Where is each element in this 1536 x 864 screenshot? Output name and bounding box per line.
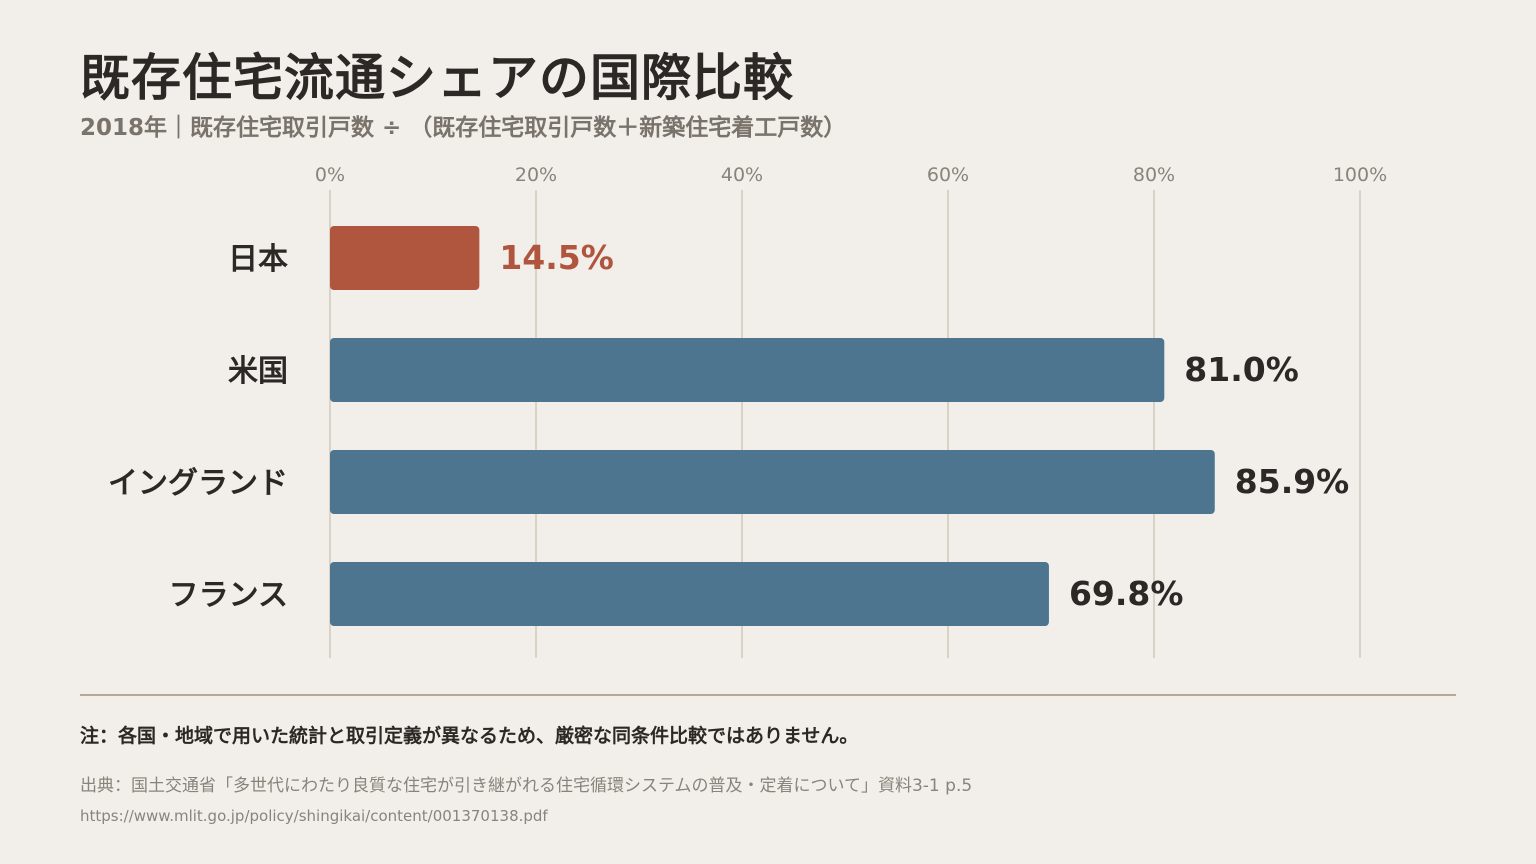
x-tick-label: 20%: [515, 164, 557, 186]
bar: [330, 226, 480, 290]
bar: [330, 562, 1049, 626]
category-label: 米国: [228, 354, 288, 389]
data-label: 14.5%: [499, 238, 613, 277]
bar: [330, 450, 1215, 514]
source-citation: 出典：国土交通省「多世代にわたり良質な住宅が引き継がれる住宅循環システムの普及・…: [80, 776, 973, 796]
bar-chart: 0% 20% 40% 60% 80% 100% 日本 14.5% 米国 81.0% イングランド 85…: [108, 164, 1387, 658]
source-url: https://www.mlit.go.jp/policy/shingikai/…: [80, 807, 548, 825]
footer-divider: [80, 694, 1456, 696]
category-label: イングランド: [108, 466, 288, 501]
x-tick-label: 0%: [315, 164, 345, 186]
x-tick-label: 100%: [1333, 164, 1387, 186]
bar: [330, 338, 1165, 402]
category-label: 日本: [228, 242, 288, 277]
chart-subtitle: 2018年｜既存住宅取引戸数 ÷ （既存住宅取引戸数＋新築住宅着工戸数）: [80, 115, 847, 141]
data-label: 81.0%: [1184, 350, 1299, 389]
category-label: フランス: [169, 578, 288, 613]
footnote: 注：各国・地域で用いた統計と取引定義が異なるため、厳密な同条件比較ではありません…: [80, 725, 859, 747]
data-label: 69.8%: [1069, 574, 1184, 613]
x-tick-label: 60%: [927, 164, 969, 186]
chart-title: 既存住宅流通シェアの国際比較: [80, 49, 794, 107]
x-tick-label: 80%: [1133, 164, 1175, 186]
x-tick-label: 40%: [721, 164, 763, 186]
data-label: 85.9%: [1235, 462, 1350, 501]
